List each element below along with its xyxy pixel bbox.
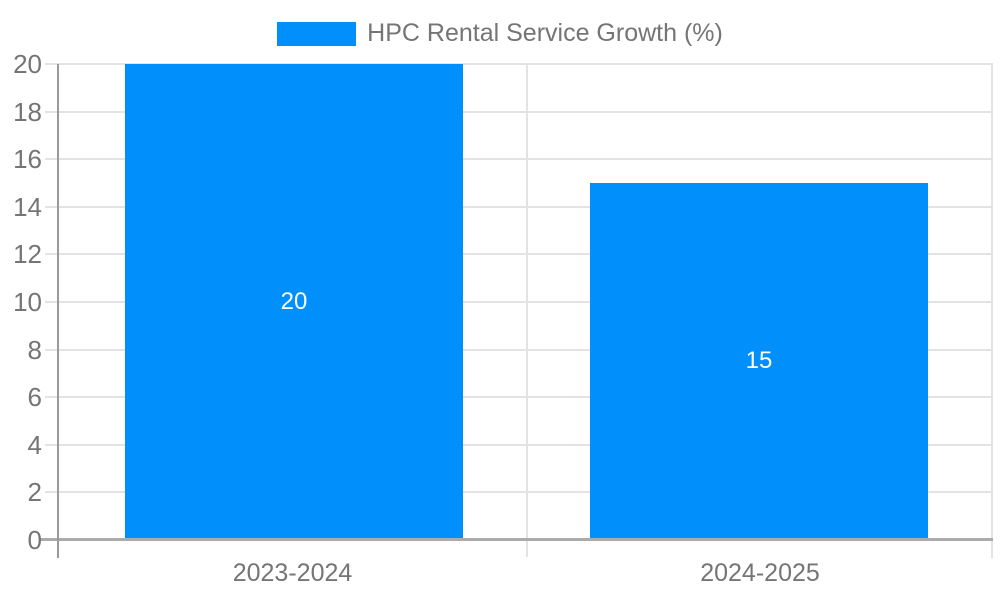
- gridline-y20: [45, 63, 993, 65]
- bar-value-label-2023-2024: 20: [280, 288, 308, 315]
- x-tick-2023-2024: 2023-2024: [232, 559, 353, 587]
- bar-2024-2025: [590, 183, 928, 540]
- y-tick-10: 10: [13, 287, 42, 317]
- y-axis-line: [57, 64, 59, 558]
- gridline-y8: [45, 349, 993, 351]
- gridline-y14: [45, 206, 993, 208]
- gridline-y10: [45, 301, 993, 303]
- gridline-y12: [45, 253, 993, 255]
- y-tick-12: 12: [13, 239, 42, 269]
- bar-2023-2024: [125, 64, 463, 540]
- gridline-x-category-divider: [526, 64, 528, 557]
- gridline-y16: [45, 158, 993, 160]
- legend-color-swatch: [277, 21, 357, 46]
- chart-legend: HPC Rental Service Growth (%): [0, 19, 1000, 48]
- legend-series-label: HPC Rental Service Growth (%): [367, 19, 723, 47]
- gridline-x-right-edge: [991, 64, 993, 558]
- y-tick-8: 8: [27, 335, 42, 365]
- y-tick-0: 0: [27, 525, 42, 555]
- x-axis-baseline: [40, 538, 993, 541]
- gridline-y6: [45, 396, 993, 398]
- y-tick-14: 14: [13, 192, 42, 222]
- y-tick-4: 4: [27, 430, 42, 460]
- gridline-y2: [45, 491, 993, 493]
- x-tick-2024-2025: 2024-2025: [700, 559, 820, 587]
- y-tick-16: 16: [13, 144, 42, 174]
- gridline-y18: [45, 111, 993, 113]
- y-tick-2: 2: [27, 477, 42, 507]
- gridline-y4: [45, 444, 993, 446]
- y-tick-18: 18: [13, 97, 42, 127]
- y-tick-20: 20: [13, 49, 42, 79]
- bar-value-label-2024-2025: 15: [745, 347, 773, 374]
- y-tick-6: 6: [27, 382, 42, 412]
